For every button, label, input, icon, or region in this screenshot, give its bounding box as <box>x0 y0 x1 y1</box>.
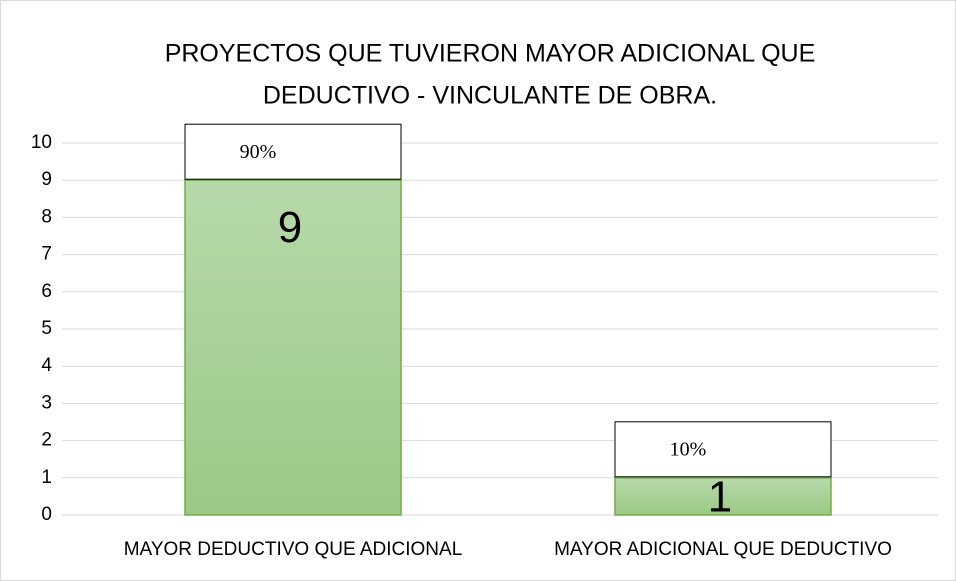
x-tick-label: MAYOR DEDUCTIVO QUE ADICIONAL <box>124 539 463 560</box>
y-tick-label: 6 <box>41 281 52 302</box>
y-tick-label: 10 <box>31 132 52 153</box>
y-tick-label: 8 <box>41 206 52 227</box>
x-tick-label: MAYOR ADICIONAL QUE DEDUCTIVO <box>554 539 892 560</box>
annotation-box <box>184 123 402 180</box>
y-tick-label: 5 <box>41 318 52 339</box>
annotation: 10% <box>670 438 707 460</box>
y-tick-label: 4 <box>41 355 52 376</box>
annotation-box <box>614 421 832 478</box>
y-tick-label: 7 <box>41 244 52 265</box>
value-label: 9 <box>278 203 302 252</box>
bar <box>614 477 832 516</box>
bar <box>184 179 402 516</box>
y-tick-label: 0 <box>41 504 52 525</box>
y-tick-label: 9 <box>41 169 52 190</box>
y-tick-label: 1 <box>41 467 52 488</box>
chart-title: PROYECTOS QUE TUVIERON MAYOR ADICIONAL Q… <box>165 40 816 68</box>
y-tick-label: 2 <box>41 430 52 451</box>
chart-title: DEDUCTIVO - VINCULANTE DE OBRA. <box>263 82 717 110</box>
y-tick-label: 3 <box>41 392 52 413</box>
annotation: 90% <box>240 141 277 163</box>
value-label: 1 <box>708 473 732 522</box>
